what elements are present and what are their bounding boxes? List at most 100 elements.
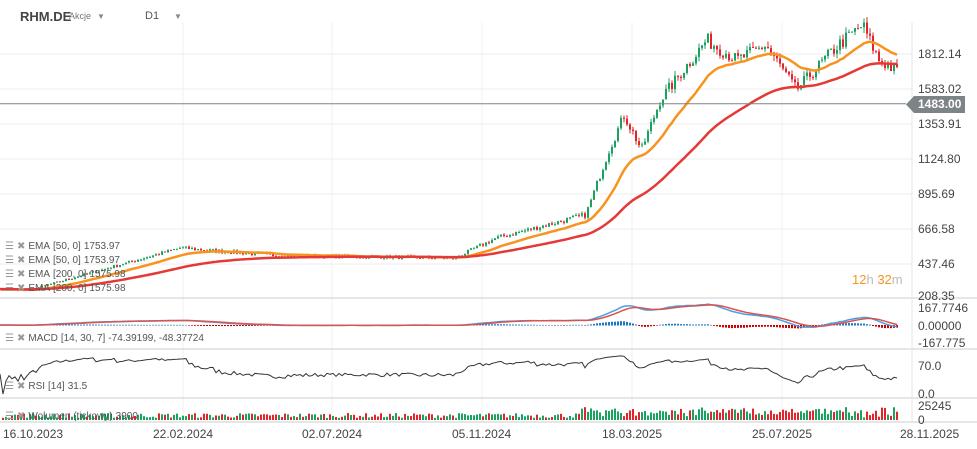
volume-bar [692,409,694,420]
macd-histogram-bar [617,321,619,326]
macd-histogram-bar [611,321,613,326]
volume-bar [602,416,604,420]
volume-bar [569,415,571,420]
volume-bar [329,414,331,420]
candle-body [734,53,736,61]
candle-body [134,261,136,263]
symbol-label[interactable]: RHM.DE [20,9,72,24]
macd-histogram-bar [524,324,526,326]
volume-bar [413,413,415,420]
close-icon[interactable]: ✖ [16,381,26,392]
close-icon[interactable]: ✖ [16,255,26,266]
candle-body [665,88,667,100]
volume-bar [686,416,688,420]
macd-histogram-bar [746,325,748,328]
candle-body [605,162,607,170]
macd-histogram-bar [83,324,85,326]
volume-bar [251,413,253,420]
candle-body [578,215,580,217]
timer-hours: 12 [852,272,867,287]
macd-histogram-bar [494,324,496,326]
legend-macd: ☰ ✖ MACD [14, 30, 7] -74.39199, -48.37724 [5,333,204,344]
timer-minutes: 32 [877,272,892,287]
volume-bar [458,413,460,420]
volume-bar [428,413,430,420]
timeframe-dropdown-icon[interactable]: ▼ [174,12,182,21]
menu-icon[interactable]: ☰ [5,381,14,392]
volume-bar [74,414,76,420]
volume-bar [728,410,730,420]
candle-body [497,236,499,239]
volume-bar [20,415,22,420]
volume-bar [650,412,652,420]
macd-histogram-bar [638,325,640,326]
close-icon[interactable]: ✖ [16,283,26,294]
ema50-line [0,40,898,291]
macd-histogram-bar [71,324,73,326]
volume-bar [260,414,262,420]
volume-bar [440,417,442,420]
volume-bar [512,415,514,420]
candle-body [584,213,586,218]
candle-body [599,178,601,181]
macd-histogram-bar [662,324,664,326]
timeframe-select[interactable]: D1 [145,10,160,22]
macd-histogram-bar [857,323,859,326]
macd-histogram-bar [710,324,712,326]
menu-icon[interactable]: ☰ [5,255,14,266]
macd-histogram-bar [734,325,736,328]
volume-bar [722,409,724,420]
volume-bar [164,414,166,420]
close-icon[interactable]: ✖ [16,269,26,280]
candle-body [722,55,724,58]
volume-bar [263,414,265,420]
volume-bar [707,413,709,420]
candle-body [245,253,247,255]
macd-histogram-bar [479,324,481,326]
menu-icon[interactable]: ☰ [5,269,14,280]
price-tick: 1353.91 [918,117,962,131]
date-tick: 28.11.2025 [900,427,960,441]
volume-bar [419,414,421,420]
macd-histogram-bar [263,325,265,326]
volume-bar [245,413,247,420]
candle-body [755,47,757,49]
macd-histogram-bar [626,321,628,326]
macd-histogram-bar [890,325,892,329]
volume-bar [14,414,16,420]
macd-params: [14, 30, 7] [60,333,106,344]
volume-bar [539,417,541,420]
macd-histogram-bar [656,325,658,326]
macd-histogram-bar [854,323,856,326]
candle-body [851,31,853,33]
signal-line [0,304,898,328]
menu-icon[interactable]: ☰ [5,283,14,294]
macd-histogram-bar [752,325,754,327]
menu-icon[interactable]: ☰ [5,333,14,344]
volume-bar [410,416,412,420]
close-icon[interactable]: ✖ [16,241,26,252]
macd-histogram-bar [635,324,637,326]
macd-histogram-bar [647,325,649,327]
macd-histogram-bar [698,324,700,326]
date-tick: 05.11.2024 [452,427,512,441]
symbol-dropdown-icon[interactable]: ▼ [97,12,105,21]
macd-histogram-bar [485,324,487,326]
menu-icon[interactable]: ☰ [5,411,14,422]
volume-bar [893,407,895,420]
volume-bar [770,410,772,420]
macd-histogram-bar [758,325,760,327]
volume-bar [437,415,439,420]
candle-body [80,276,82,278]
candle-body [488,242,490,244]
candle-body [809,72,811,78]
volume-bar [521,414,523,420]
candle-body [41,285,43,288]
close-icon[interactable]: ✖ [16,333,26,344]
menu-icon[interactable]: ☰ [5,241,14,252]
close-icon[interactable]: ✖ [16,411,26,422]
candle-body [668,82,670,89]
volume-bar [113,417,115,420]
date-tick: 02.07.2024 [302,427,363,441]
